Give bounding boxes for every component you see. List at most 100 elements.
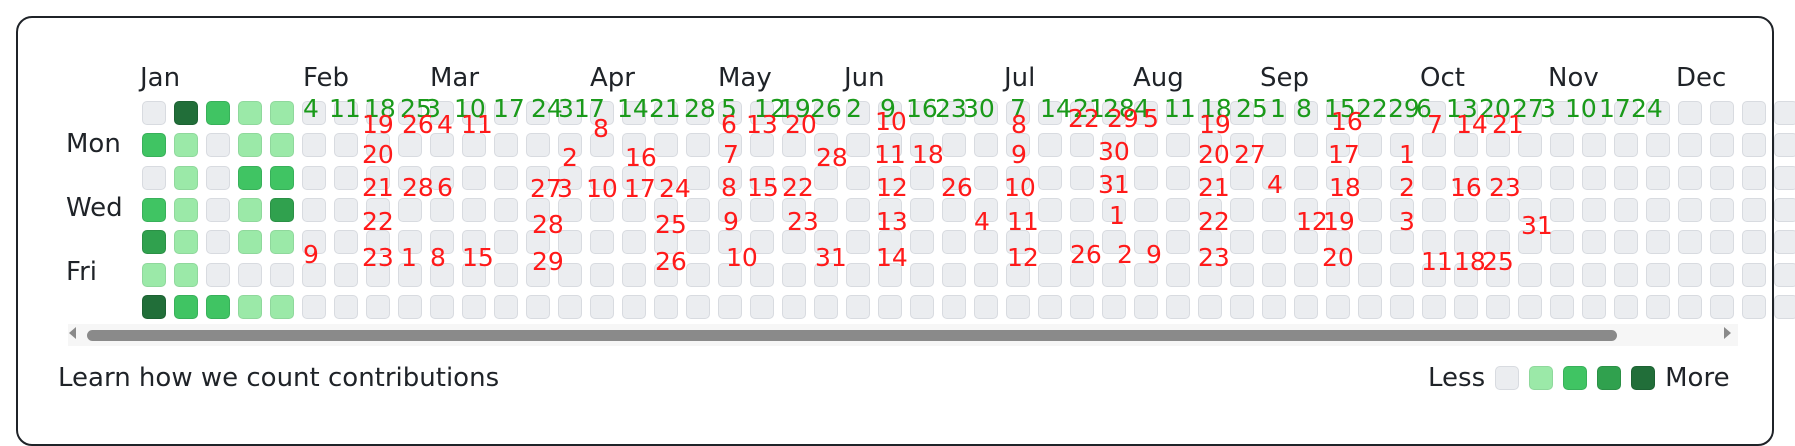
contribution-day-cell[interactable] bbox=[526, 166, 550, 190]
contribution-day-cell[interactable] bbox=[1518, 263, 1542, 287]
contribution-day-cell[interactable] bbox=[782, 230, 806, 254]
contribution-day-cell[interactable] bbox=[1710, 101, 1734, 125]
contribution-day-cell[interactable] bbox=[1294, 295, 1318, 319]
contribution-day-cell[interactable] bbox=[910, 263, 934, 287]
contribution-day-cell[interactable] bbox=[590, 230, 614, 254]
contribution-day-cell[interactable] bbox=[1774, 166, 1795, 190]
contribution-day-cell[interactable] bbox=[142, 133, 166, 157]
contribution-day-cell[interactable] bbox=[590, 295, 614, 319]
contribution-day-cell[interactable] bbox=[494, 198, 518, 222]
contribution-day-cell[interactable] bbox=[142, 230, 166, 254]
contribution-day-cell[interactable] bbox=[846, 101, 870, 125]
contribution-day-cell[interactable] bbox=[782, 198, 806, 222]
contribution-day-cell[interactable] bbox=[1102, 166, 1126, 190]
contribution-day-cell[interactable] bbox=[238, 295, 262, 319]
scrollbar-thumb[interactable] bbox=[87, 330, 1617, 341]
contribution-day-cell[interactable] bbox=[1134, 230, 1158, 254]
contribution-day-cell[interactable] bbox=[1358, 198, 1382, 222]
contribution-day-cell[interactable] bbox=[878, 133, 902, 157]
contribution-day-cell[interactable] bbox=[622, 295, 646, 319]
contribution-day-cell[interactable] bbox=[1326, 166, 1350, 190]
contribution-day-cell[interactable] bbox=[590, 198, 614, 222]
contribution-day-cell[interactable] bbox=[718, 263, 742, 287]
contribution-day-cell[interactable] bbox=[1678, 166, 1702, 190]
contribution-day-cell[interactable] bbox=[302, 133, 326, 157]
contribution-day-cell[interactable] bbox=[1294, 133, 1318, 157]
contribution-day-cell[interactable] bbox=[206, 295, 230, 319]
contribution-day-cell[interactable] bbox=[1422, 101, 1446, 125]
contribution-day-cell[interactable] bbox=[334, 101, 358, 125]
contribution-day-cell[interactable] bbox=[302, 166, 326, 190]
contribution-day-cell[interactable] bbox=[686, 295, 710, 319]
contribution-day-cell[interactable] bbox=[750, 133, 774, 157]
contribution-day-cell[interactable] bbox=[974, 198, 998, 222]
contribution-day-cell[interactable] bbox=[558, 166, 582, 190]
contribution-day-cell[interactable] bbox=[1326, 101, 1350, 125]
contribution-day-cell[interactable] bbox=[1198, 198, 1222, 222]
contribution-day-cell[interactable] bbox=[1518, 166, 1542, 190]
contribution-day-cell[interactable] bbox=[1358, 230, 1382, 254]
contribution-day-cell[interactable] bbox=[206, 230, 230, 254]
contribution-day-cell[interactable] bbox=[1774, 295, 1795, 319]
contribution-day-cell[interactable] bbox=[1422, 263, 1446, 287]
contribution-day-cell[interactable] bbox=[1294, 198, 1318, 222]
contribution-day-cell[interactable] bbox=[1038, 263, 1062, 287]
contribution-day-cell[interactable] bbox=[238, 133, 262, 157]
contribution-day-cell[interactable] bbox=[1166, 166, 1190, 190]
contribution-day-cell[interactable] bbox=[1486, 101, 1510, 125]
contribution-day-cell[interactable] bbox=[1326, 295, 1350, 319]
contribution-day-cell[interactable] bbox=[1646, 230, 1670, 254]
contribution-day-cell[interactable] bbox=[1006, 198, 1030, 222]
contribution-day-cell[interactable] bbox=[814, 166, 838, 190]
contribution-day-cell[interactable] bbox=[142, 263, 166, 287]
contribution-day-cell[interactable] bbox=[1614, 295, 1638, 319]
contribution-day-cell[interactable] bbox=[654, 166, 678, 190]
contribution-day-cell[interactable] bbox=[1070, 133, 1094, 157]
contribution-day-cell[interactable] bbox=[1518, 198, 1542, 222]
contribution-day-cell[interactable] bbox=[1550, 295, 1574, 319]
contribution-day-cell[interactable] bbox=[494, 263, 518, 287]
contribution-day-cell[interactable] bbox=[398, 263, 422, 287]
contribution-day-cell[interactable] bbox=[1262, 295, 1286, 319]
contribution-day-cell[interactable] bbox=[718, 230, 742, 254]
contribution-day-cell[interactable] bbox=[1198, 133, 1222, 157]
contribution-day-cell[interactable] bbox=[1358, 263, 1382, 287]
contribution-day-cell[interactable] bbox=[1422, 230, 1446, 254]
contribution-day-cell[interactable] bbox=[654, 101, 678, 125]
contribution-day-cell[interactable] bbox=[1742, 230, 1766, 254]
contribution-day-cell[interactable] bbox=[782, 166, 806, 190]
contribution-day-cell[interactable] bbox=[334, 133, 358, 157]
contribution-day-cell[interactable] bbox=[1710, 263, 1734, 287]
contribution-day-cell[interactable] bbox=[270, 198, 294, 222]
contribution-day-cell[interactable] bbox=[750, 198, 774, 222]
contribution-day-cell[interactable] bbox=[686, 198, 710, 222]
contribution-day-cell[interactable] bbox=[718, 166, 742, 190]
contribution-day-cell[interactable] bbox=[878, 198, 902, 222]
contribution-day-cell[interactable] bbox=[878, 166, 902, 190]
contribution-day-cell[interactable] bbox=[782, 101, 806, 125]
contribution-day-cell[interactable] bbox=[1678, 133, 1702, 157]
contribution-day-cell[interactable] bbox=[750, 295, 774, 319]
contribution-day-cell[interactable] bbox=[1134, 295, 1158, 319]
contribution-day-cell[interactable] bbox=[1006, 166, 1030, 190]
contribution-day-cell[interactable] bbox=[1646, 166, 1670, 190]
contribution-day-cell[interactable] bbox=[942, 295, 966, 319]
contribution-day-cell[interactable] bbox=[1486, 295, 1510, 319]
contribution-day-cell[interactable] bbox=[1070, 263, 1094, 287]
contribution-day-cell[interactable] bbox=[1614, 263, 1638, 287]
contribution-day-cell[interactable] bbox=[1614, 101, 1638, 125]
contribution-day-cell[interactable] bbox=[910, 230, 934, 254]
contribution-day-cell[interactable] bbox=[1550, 101, 1574, 125]
contribution-day-cell[interactable] bbox=[974, 230, 998, 254]
contribution-day-cell[interactable] bbox=[1134, 263, 1158, 287]
contribution-day-cell[interactable] bbox=[622, 133, 646, 157]
contribution-day-cell[interactable] bbox=[558, 263, 582, 287]
contribution-day-cell[interactable] bbox=[1358, 295, 1382, 319]
contribution-day-cell[interactable] bbox=[174, 166, 198, 190]
contribution-day-cell[interactable] bbox=[1486, 166, 1510, 190]
contribution-day-cell[interactable] bbox=[302, 101, 326, 125]
contribution-day-cell[interactable] bbox=[718, 295, 742, 319]
contribution-day-cell[interactable] bbox=[398, 230, 422, 254]
contribution-day-cell[interactable] bbox=[366, 166, 390, 190]
contribution-day-cell[interactable] bbox=[1198, 166, 1222, 190]
